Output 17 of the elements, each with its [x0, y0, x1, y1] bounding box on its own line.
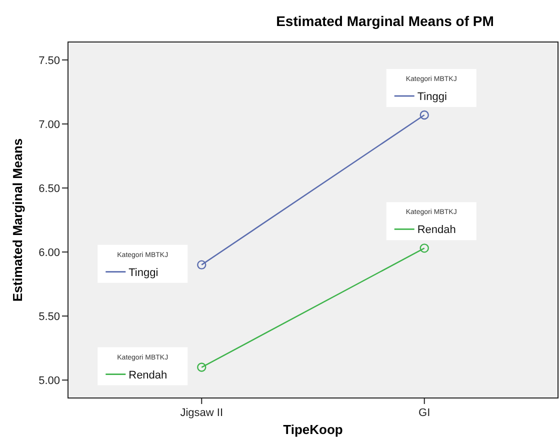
y-tick-label: 5.50 [38, 311, 60, 324]
point [420, 110, 429, 120]
x-tick-label: GI [418, 407, 430, 419]
point [197, 260, 206, 270]
x-axis-title: TipeKoop [283, 422, 343, 437]
y-tick-label: 6.50 [38, 182, 60, 195]
y-tick-label: 7.50 [38, 54, 60, 67]
y-tick-label: 7.00 [38, 118, 60, 131]
point [197, 362, 206, 372]
chart-title: Estimated Marginal Means of PM [276, 13, 494, 29]
y-tick-label: 6.00 [38, 247, 60, 260]
x-tick-label: Jigsaw II [180, 407, 224, 419]
y-axis-title: Estimated Marginal Means [10, 138, 25, 302]
legend-label: Tinggi [417, 90, 447, 103]
point [420, 244, 429, 253]
legend-label: Rendah [417, 224, 456, 236]
y-tick-label: 5.00 [38, 375, 60, 388]
